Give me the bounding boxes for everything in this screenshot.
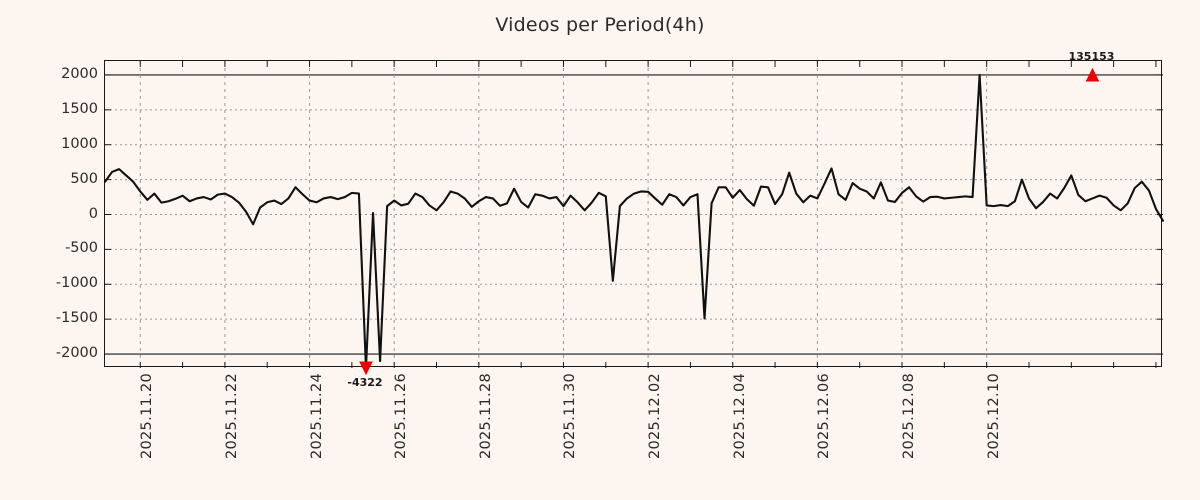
y-tick-label: 1000	[61, 135, 98, 152]
data-line	[103, 73, 1165, 370]
y-tick-label: 0	[88, 205, 98, 222]
max-value-annotation: 135153	[1068, 49, 1115, 63]
line-series-svg	[103, 61, 1165, 376]
min-marker-icon[interactable]	[359, 361, 373, 376]
page-title: Videos per Period(4h)	[495, 14, 705, 36]
x-tick-label: 2025.12.04	[731, 373, 748, 460]
x-tick-label: 2025.12.06	[816, 373, 833, 460]
x-tick-label: 2025.11.22	[223, 373, 240, 460]
x-tick-label: 2025.11.30	[562, 373, 579, 460]
y-tick-label: 1500	[61, 100, 98, 117]
x-tick-label: 2025.12.08	[901, 373, 918, 460]
x-tick-label: 2025.12.02	[647, 373, 664, 460]
x-tick-label: 2025.11.28	[477, 373, 494, 460]
y-tick-label: 2000	[61, 65, 98, 82]
x-axis: 2025.11.20 2025.11.22 2025.11.24 2025.11.26…	[104, 367, 1162, 497]
y-tick-label: -1000	[55, 275, 98, 292]
x-tick-label: 2025.12.10	[985, 373, 1002, 460]
x-tick-label: 2025.11.20	[139, 373, 156, 460]
y-axis: 2000 1500 1000 500 0 -500 -1000 -1500 -2000	[8, 60, 98, 367]
x-tick-label: 2025.11.26	[393, 373, 410, 460]
y-tick-label: -500	[65, 240, 98, 257]
min-value-annotation: -4322	[347, 376, 383, 389]
max-marker-icon[interactable]	[1085, 67, 1100, 82]
x-tick-label: 2025.11.24	[308, 373, 325, 460]
y-tick-label: 500	[70, 170, 98, 187]
y-tick-label: -1500	[55, 310, 98, 327]
plot-area	[103, 60, 1165, 376]
y-tick-label: -2000	[55, 345, 98, 362]
